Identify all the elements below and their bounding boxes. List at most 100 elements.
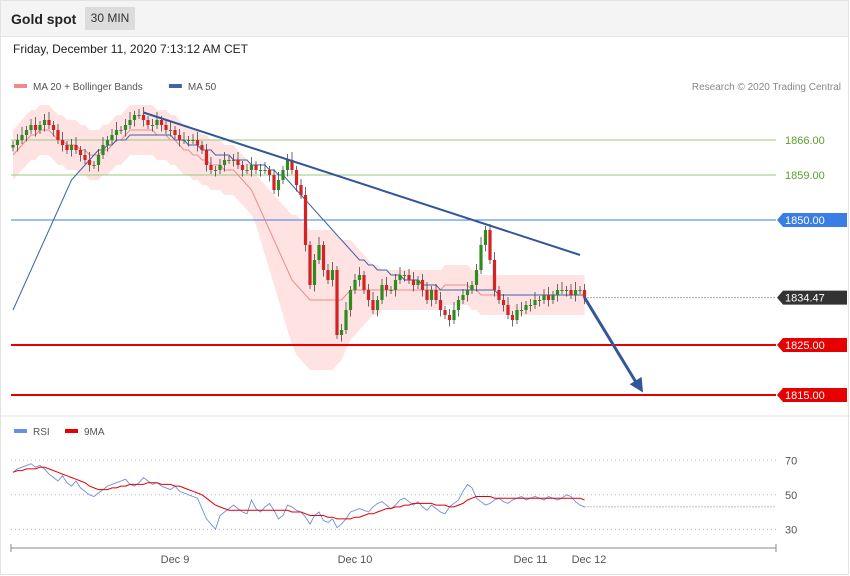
candle-body: [164, 125, 168, 130]
candle-body: [384, 285, 389, 290]
candle-body: [569, 290, 573, 295]
candle-body: [344, 310, 348, 330]
candle-body: [267, 170, 272, 175]
level-label: 1866.00: [785, 135, 825, 147]
candle-body: [11, 145, 15, 148]
candle-body: [159, 120, 164, 125]
candle-body: [299, 185, 303, 195]
candle-body: [123, 125, 128, 130]
level-label: 1815.00: [785, 390, 825, 402]
candle-body: [416, 280, 420, 285]
timeframe-button[interactable]: 30 MIN: [85, 7, 135, 30]
candle-body: [173, 130, 177, 135]
candle-body: [114, 130, 119, 135]
candle-body: [425, 290, 429, 300]
legend-label: MA 20 + Bollinger Bands: [33, 82, 143, 93]
candle-body: [20, 135, 24, 140]
level-label: 1825.00: [785, 340, 825, 352]
rsi-legend: RSI 9MA: [14, 427, 105, 438]
candle-body: [105, 140, 110, 145]
x-tick-label: Dec 12: [572, 554, 607, 566]
candle-body: [65, 145, 69, 150]
candle-body: [141, 115, 146, 120]
candle-body: [438, 300, 443, 310]
level-tag: 1825.00: [777, 338, 847, 352]
candle-body: [546, 295, 551, 300]
candle-body: [96, 155, 101, 165]
instrument-title: Gold spot: [11, 11, 77, 27]
candle-body: [326, 270, 330, 280]
candle-body: [393, 280, 398, 290]
candle-body: [492, 260, 497, 290]
candle-body: [263, 170, 267, 171]
level-tag-bg: [777, 338, 847, 352]
candle-body: [209, 165, 213, 170]
candle-body: [564, 290, 569, 291]
candle-body: [245, 170, 249, 171]
candle-body: [231, 160, 236, 161]
candle-body: [290, 160, 294, 170]
candle-body: [335, 270, 339, 335]
candle-body: [276, 180, 281, 190]
legend-label: MA 50: [188, 82, 217, 93]
candle-body: [47, 120, 51, 125]
candle-body: [582, 290, 587, 298]
candle-body: [74, 145, 78, 150]
candle-body: [578, 290, 582, 291]
level-tag: 1834.47: [777, 290, 847, 305]
candle-body: [389, 290, 393, 291]
candle-body: [213, 170, 218, 171]
forecast-arrow-shaft: [583, 296, 640, 387]
candle-body: [515, 310, 519, 320]
candle-body: [465, 290, 470, 295]
bollinger-band: [13, 105, 585, 370]
candle-body: [281, 170, 285, 180]
candle-body: [420, 280, 425, 290]
legend-label: 9MA: [84, 427, 105, 438]
x-tick-label: Dec 10: [338, 554, 373, 566]
candle-body: [362, 275, 366, 290]
rsi-tick-label: 50: [785, 490, 797, 502]
candle-body: [222, 160, 227, 165]
candle-body: [573, 290, 578, 295]
candle-body: [375, 300, 380, 310]
candle-body: [501, 300, 506, 305]
chart-header: Gold spot 30 MIN: [0, 0, 849, 37]
candle-body: [110, 135, 114, 140]
candle-body: [33, 125, 38, 130]
candle-body: [249, 165, 254, 170]
candle-body: [488, 230, 492, 260]
candle-body: [533, 300, 537, 305]
candle-body: [168, 130, 173, 131]
candle-body: [24, 130, 29, 135]
candle-body: [186, 140, 191, 141]
candle-body: [128, 120, 132, 125]
candle-body: [312, 260, 317, 285]
trendline: [143, 111, 581, 256]
candle-body: [434, 290, 438, 300]
legend-swatch: [14, 84, 27, 88]
candle-body: [227, 160, 231, 161]
forecast-arrow-head: [629, 376, 643, 393]
candle-body: [339, 330, 344, 335]
candle-body: [371, 300, 375, 310]
candle-body: [479, 245, 483, 270]
candle-body: [200, 145, 204, 150]
candle-body: [528, 305, 533, 306]
rsi-tick-label: 70: [785, 455, 797, 467]
candle-body: [204, 150, 209, 165]
level-label: 1859.00: [785, 170, 825, 182]
candle-body: [308, 245, 312, 285]
candle-body: [272, 175, 276, 190]
candle-body: [236, 160, 240, 165]
price-legend: MA 20 + Bollinger Bands MA 50: [14, 82, 217, 93]
candle-body: [348, 290, 353, 310]
candle-body: [150, 125, 155, 126]
level-tag: 1815.00: [777, 388, 847, 402]
candle-body: [119, 130, 123, 131]
rsi-line: [12, 463, 585, 531]
candle-body: [182, 140, 186, 141]
candle-body: [380, 285, 384, 300]
candle-body: [497, 290, 501, 300]
